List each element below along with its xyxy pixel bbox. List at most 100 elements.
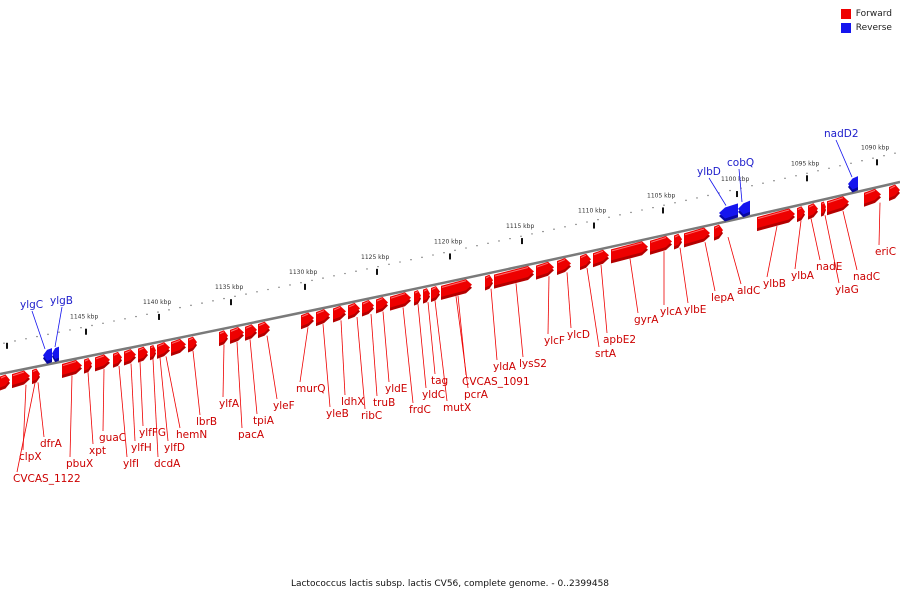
gene-label-lbrB[interactable]: lbrB — [196, 416, 217, 428]
gene-label-frdC[interactable]: frdC — [409, 404, 431, 416]
gene-label-clpX[interactable]: clpX — [19, 451, 42, 463]
gene-block-19[interactable] — [333, 305, 346, 323]
gene-label-apbE2[interactable]: apbE2 — [603, 334, 636, 346]
gene-ylbD[interactable] — [719, 203, 738, 222]
gene-label-eriC[interactable]: eriC — [875, 246, 896, 258]
gene-block-35[interactable] — [650, 235, 672, 255]
gene-label-srtA[interactable]: srtA — [595, 348, 617, 360]
gene-label-ylcF[interactable]: ylcF — [544, 335, 565, 347]
gene-label-hemN[interactable]: hemN — [176, 429, 207, 441]
gene-label-murQ[interactable]: murQ — [296, 383, 325, 395]
gene-block-18[interactable] — [316, 309, 330, 327]
gene-block-43[interactable] — [827, 196, 849, 216]
gene-block-11[interactable] — [171, 338, 186, 356]
gene-label-ylfA[interactable]: ylfA — [219, 398, 240, 410]
gene-label-ylfI[interactable]: ylfI — [123, 458, 139, 470]
gene-label-pcrA[interactable]: pcrA — [464, 389, 489, 401]
gene-label-xpt[interactable]: xpt — [89, 445, 106, 457]
gene-block-39[interactable] — [757, 208, 795, 232]
gene-block-42[interactable] — [821, 201, 826, 217]
gene-block-22[interactable] — [376, 297, 388, 314]
gene-label-pbuX[interactable]: pbuX — [66, 458, 93, 470]
gene-label-tag[interactable]: tag — [431, 375, 448, 387]
gene-block-40[interactable] — [797, 206, 805, 223]
gene-block-12[interactable] — [188, 336, 197, 353]
gene-block-37[interactable] — [684, 227, 710, 248]
gene-label-yldE[interactable]: yldE — [385, 383, 407, 395]
gene-label-ylgB[interactable]: ylgB — [50, 295, 73, 307]
gene-label-cobQ[interactable]: cobQ — [727, 157, 754, 169]
gene-block-17[interactable] — [301, 312, 314, 330]
gene-label-ylaG[interactable]: ylaG — [835, 284, 859, 296]
gene-block-5[interactable] — [95, 354, 110, 372]
gene-block-20[interactable] — [348, 302, 360, 320]
gene-label-lysS2[interactable]: lysS2 — [519, 358, 547, 370]
gene-label-ylfH[interactable]: ylfH — [131, 442, 152, 454]
gene-block-13[interactable] — [219, 330, 228, 347]
gene-label-ylfFG[interactable]: ylfFG — [139, 427, 166, 439]
gene-block-7[interactable] — [124, 349, 136, 366]
gene-block-24[interactable] — [414, 290, 421, 306]
gene-block-32[interactable] — [580, 253, 591, 271]
gene-nadD2[interactable] — [848, 176, 858, 193]
gene-label-dcdA[interactable]: dcdA — [154, 458, 181, 470]
gene-label-tpiA[interactable]: tpiA — [253, 415, 275, 427]
gene-block-1[interactable] — [12, 370, 30, 389]
gene-label-ylcA[interactable]: ylcA — [660, 306, 683, 318]
gene-ylgB[interactable] — [52, 346, 59, 363]
gene-block-6[interactable] — [113, 351, 122, 368]
gene-label-CVCAS_1091[interactable]: CVCAS_1091 — [462, 376, 530, 388]
gene-label-yldC[interactable]: yldC — [422, 389, 445, 401]
gene-label-aldC[interactable]: aldC — [737, 285, 760, 297]
gene-label-yldA[interactable]: yldA — [493, 361, 517, 373]
gene-label-ylbE[interactable]: ylbE — [684, 304, 706, 316]
gene-label-dfrA[interactable]: dfrA — [40, 438, 63, 450]
gene-label-ylbD[interactable]: ylbD — [697, 166, 721, 178]
gene-block-38[interactable] — [714, 224, 723, 241]
gene-label-guaC[interactable]: guaC — [99, 432, 126, 444]
gene-block-34[interactable] — [611, 241, 648, 264]
gene-block-30[interactable] — [536, 261, 554, 280]
gene-label-ylfD[interactable]: ylfD — [164, 442, 185, 454]
gene-label-pacA[interactable]: pacA — [238, 429, 265, 441]
gene-block-8[interactable] — [138, 346, 148, 363]
gene-label-nadD2[interactable]: nadD2 — [824, 128, 859, 140]
gene-block-16[interactable] — [258, 321, 270, 339]
gene-label-ylbA[interactable]: ylbA — [791, 270, 815, 282]
gene-label-yleF[interactable]: yleF — [273, 400, 295, 412]
gene-block-27[interactable] — [441, 279, 472, 300]
gene-block-15[interactable] — [245, 324, 257, 341]
gene-block-41[interactable] — [808, 203, 818, 220]
gene-block-26[interactable] — [431, 286, 440, 302]
gene-block-10[interactable] — [157, 342, 170, 359]
gene-block-36[interactable] — [674, 233, 682, 250]
gene-block-44[interactable] — [864, 188, 881, 207]
gene-block-21[interactable] — [362, 299, 374, 317]
gene-label-mutX[interactable]: mutX — [443, 402, 471, 414]
gene-block-4[interactable] — [84, 358, 92, 374]
gene-block-33[interactable] — [593, 249, 609, 268]
gene-label-yleB[interactable]: yleB — [326, 408, 349, 420]
gene-label-lepA[interactable]: lepA — [711, 292, 735, 304]
gene-block-28[interactable] — [485, 274, 493, 291]
gene-block-2[interactable] — [32, 368, 40, 385]
gene-label-ylgC[interactable]: ylgC — [20, 299, 43, 311]
gene-block-45[interactable] — [889, 184, 900, 202]
gene-label-CVCAS_1122[interactable]: CVCAS_1122 — [13, 473, 81, 485]
gene-block-14[interactable] — [230, 326, 244, 344]
gene-block-25[interactable] — [423, 288, 430, 304]
gene-label-nadC[interactable]: nadC — [853, 271, 880, 283]
gene-block-0[interactable] — [0, 374, 10, 391]
gene-label-ylbB[interactable]: ylbB — [763, 278, 786, 290]
gene-label-gyrA[interactable]: gyrA — [634, 314, 659, 326]
gene-block-29[interactable] — [494, 266, 534, 289]
gene-block-9[interactable] — [150, 345, 156, 361]
gene-label-ylcD[interactable]: ylcD — [567, 329, 590, 341]
gene-block-3[interactable] — [62, 360, 82, 379]
gene-label-ldhX[interactable]: ldhX — [341, 396, 364, 408]
gene-label-ribC[interactable]: ribC — [361, 410, 382, 422]
gene-block-31[interactable] — [557, 258, 571, 276]
gene-label-nadE[interactable]: nadE — [816, 261, 842, 273]
gene-label-truB[interactable]: truB — [373, 397, 395, 409]
gene-ylgC[interactable] — [43, 348, 52, 364]
